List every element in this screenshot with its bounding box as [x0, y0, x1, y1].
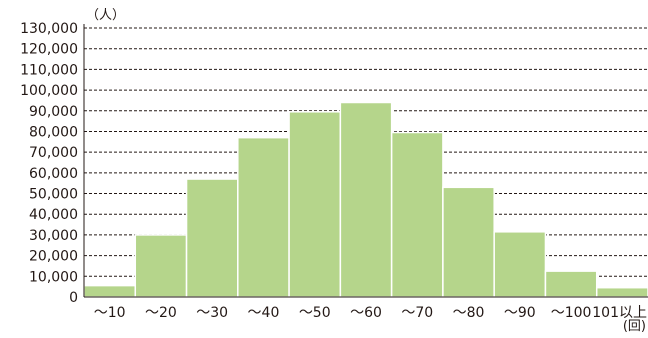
bar [288, 111, 342, 298]
bar [595, 286, 648, 298]
bar [83, 284, 137, 298]
y-tick-label: 50,000 [29, 187, 78, 203]
y-tick-label: 40,000 [29, 207, 78, 223]
y-unit-label: （人） [86, 8, 125, 23]
y-tick-label: 110,000 [20, 62, 78, 78]
x-unit-label: (回) [623, 319, 646, 334]
x-tick-label: ～10 [94, 305, 126, 321]
bar [493, 231, 547, 298]
x-tick-label: ～50 [299, 305, 331, 321]
y-tick-label: 80,000 [29, 124, 78, 140]
y-tick-label: 20,000 [29, 249, 78, 265]
bar [185, 178, 239, 298]
y-tick-labels: 0 10,000 20,000 30,000 40,000 50,000 60,000 70,… [20, 21, 78, 306]
y-tick-label: 60,000 [29, 166, 78, 182]
x-tick-label: ～60 [350, 305, 382, 321]
x-tick-label: ～20 [145, 305, 177, 321]
y-tick-label: 120,000 [20, 42, 78, 58]
y-tick-label: 10,000 [29, 269, 78, 285]
x-tick-labels: ～10 ～20 ～30 ～40 ～50 ～60 ～70 ～80 ～90 ～100 101以上 [94, 305, 647, 321]
bar [544, 270, 598, 298]
x-tick-label: ～80 [453, 305, 485, 321]
y-tick-label: 100,000 [20, 83, 78, 99]
bar [339, 101, 393, 298]
x-tick-label: ～100 [551, 305, 592, 321]
x-tick-label: ～40 [248, 305, 280, 321]
y-tick-label: 30,000 [29, 228, 78, 244]
axes [83, 24, 648, 298]
y-tick-label: 0 [69, 290, 78, 306]
x-tick-label: 101以上 [592, 305, 647, 321]
bars [83, 101, 648, 298]
y-tick-label: 70,000 [29, 145, 78, 161]
x-tick-label: ～30 [196, 305, 228, 321]
bar [442, 186, 495, 298]
x-tick-label: ～90 [504, 305, 536, 321]
x-tick-label: ～70 [401, 305, 433, 321]
bar [237, 136, 290, 298]
bar [390, 131, 444, 298]
bar [134, 234, 188, 298]
y-tick-label: 90,000 [29, 104, 78, 120]
y-tick-label: 130,000 [20, 21, 78, 37]
